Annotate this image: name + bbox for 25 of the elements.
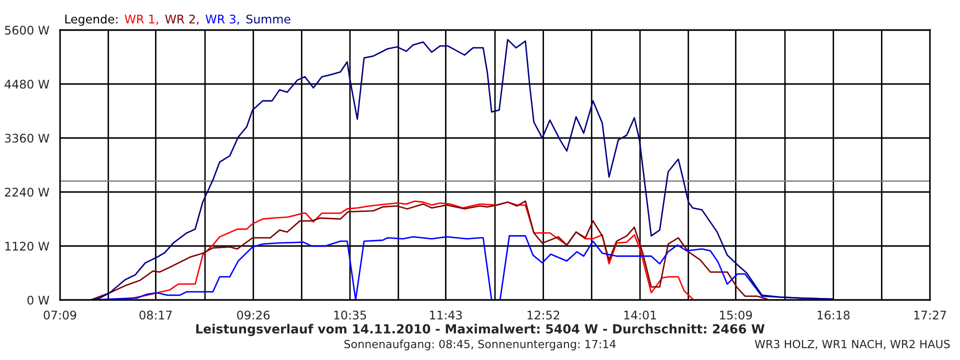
x-tick-label: 07:09 [44,310,76,320]
x-tick-label: 16:18 [818,310,850,320]
x-tick-label: 11:43 [430,310,462,320]
legend-title: Legende: [65,14,118,26]
x-tick-label: 14:01 [624,310,656,320]
text: WR 2, [165,14,199,25]
y-tick-label: 5600 W [5,26,50,35]
x-tick-label: 10:35 [334,310,366,320]
text: Summe [246,14,290,24]
y-tick-label: 2240 W [4,188,50,197]
y-tick-label: 4480 W [4,80,50,89]
y-tick-label: 3360 W [5,134,50,143]
line-series [90,38,834,300]
x-tick-label: 15:09 [720,310,752,320]
text: WR 3, [206,14,239,25]
y-tick-label: 1120 W [5,242,50,251]
x-tick-label: 08:17 [139,310,172,320]
text: Leistungsverlauf vom 14.11.2010 - Maximalwert: 5404 W - Durchschnitt: 2466 W [196,324,765,336]
y-tick-label: 0 W [27,296,50,305]
x-tick-label: 09:26 [237,310,270,320]
x-tick-label: 17:27 [914,310,946,320]
text: Sonnenaufgang: 08:45, Sonnenuntergang: 17:14 [344,340,616,350]
text: WR3 HOLZ, WR1 NACH, WR2 HAUS [754,340,950,350]
text: WR 1, [124,14,158,25]
x-tick-label: 12:52 [528,310,560,320]
